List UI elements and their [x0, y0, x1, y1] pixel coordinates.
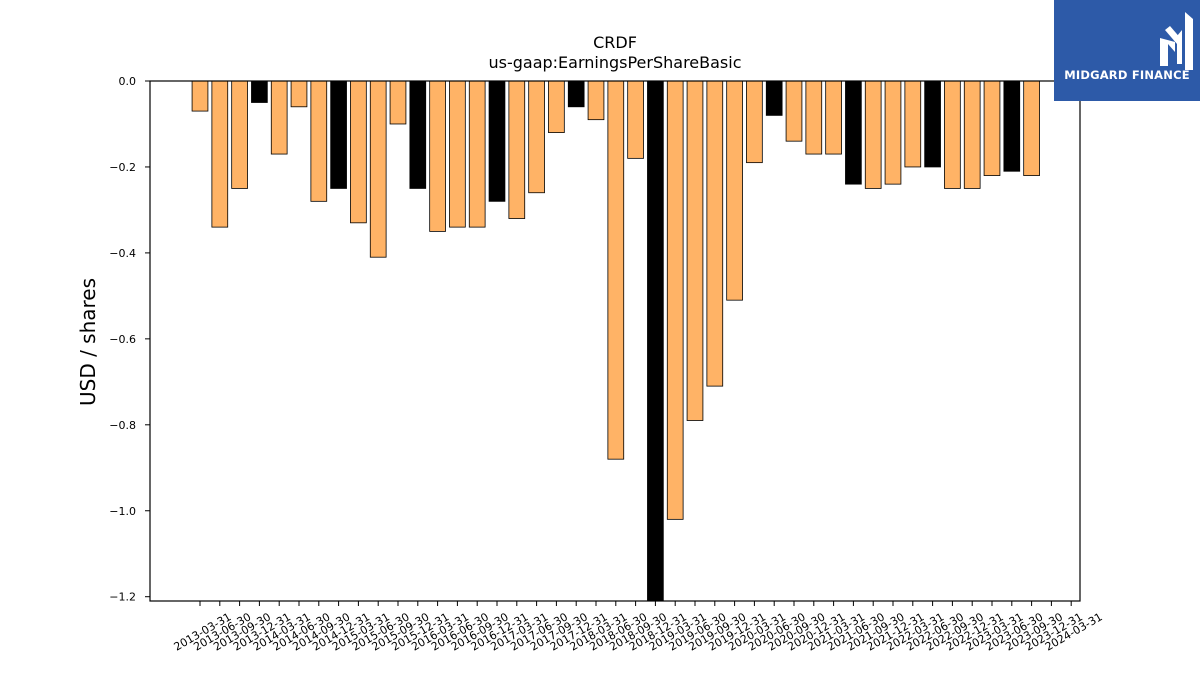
bar — [528, 80, 545, 194]
bar — [548, 80, 565, 133]
bar — [845, 80, 862, 185]
bar — [963, 80, 981, 189]
bar — [270, 80, 288, 155]
brand-name: MIDGARD FINANCE — [1064, 68, 1190, 82]
bar — [746, 80, 763, 164]
bar — [1023, 80, 1040, 176]
bar — [429, 80, 446, 232]
bar — [607, 80, 625, 460]
bar — [765, 80, 783, 116]
y-tick-label: −0.6 — [109, 333, 136, 346]
bar — [488, 80, 506, 202]
bar — [627, 80, 644, 159]
bar-series — [191, 80, 1040, 602]
y-axis-label: USD / shares — [76, 278, 100, 406]
y-tick-label: 0.0 — [119, 75, 137, 88]
bar — [251, 80, 268, 103]
y-tick-label: −0.4 — [109, 247, 136, 260]
bar — [508, 80, 526, 219]
bar — [785, 80, 803, 142]
bar — [369, 80, 387, 258]
bar — [310, 80, 328, 202]
bar — [1003, 80, 1021, 172]
chart-title: CRDF — [593, 33, 637, 52]
bar — [211, 80, 229, 228]
bar — [805, 80, 823, 155]
bar — [409, 80, 427, 189]
bar — [389, 80, 407, 125]
y-tick-label: −0.2 — [109, 161, 136, 174]
bar — [647, 80, 664, 602]
brand-logo: MIDGARD FINANCE — [1054, 0, 1200, 101]
bar — [350, 80, 367, 224]
bar — [706, 80, 724, 387]
bar — [587, 80, 605, 121]
bar — [449, 80, 466, 228]
bar — [864, 80, 882, 189]
bar — [191, 80, 209, 112]
bar — [983, 80, 1001, 176]
y-axis: 0.0 −0.2 −0.4 −0.6 −0.8 −1.0 −1.2 — [109, 75, 150, 604]
bar — [468, 80, 486, 228]
bar — [666, 80, 684, 520]
bar — [726, 80, 743, 301]
bar — [330, 80, 347, 189]
y-tick-label: −1.0 — [109, 505, 136, 518]
y-tick-label: −0.8 — [109, 419, 136, 432]
y-tick-label: −1.2 — [109, 591, 136, 604]
bar — [924, 80, 941, 168]
bar — [686, 80, 704, 421]
chart-subtitle: us-gaap:EarningsPerShareBasic — [488, 53, 741, 72]
bar — [290, 80, 308, 108]
plot-frame — [149, 80, 1081, 602]
x-axis: 2013-03-312013-06-302013-09-302013-12-31… — [172, 601, 1105, 654]
bar — [825, 80, 842, 155]
bar — [904, 80, 922, 168]
mh-monogram-icon — [1160, 12, 1193, 70]
bar — [884, 80, 902, 185]
bar — [567, 80, 585, 108]
bar — [944, 80, 961, 189]
bar — [231, 80, 248, 189]
